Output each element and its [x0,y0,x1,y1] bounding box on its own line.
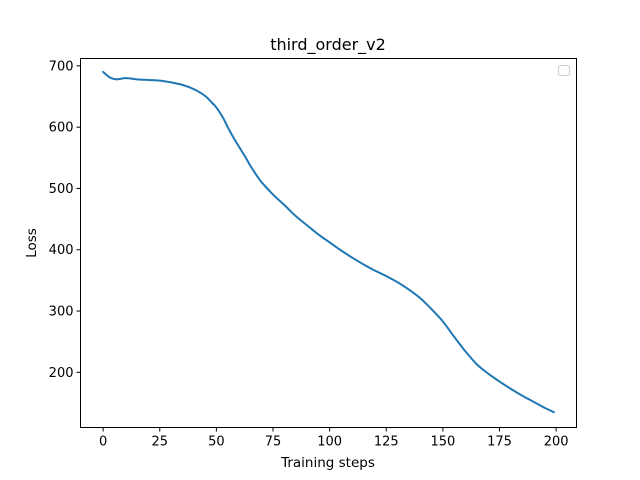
x-tick-label: 150 [430,435,455,450]
x-tick-label: 25 [151,435,168,450]
y-tick-label: 500 [49,182,74,197]
x-tick-label: 50 [208,435,225,450]
x-tick-label: 100 [317,435,342,450]
y-tick-label: 400 [49,243,74,258]
y-tick-label: 600 [49,121,74,136]
ticks-layer: 0 25 50 75 100 125 150 175 200 200 300 400 500 600 700 [49,59,569,449]
x-tick-label: 175 [487,435,512,450]
plot-frame [80,58,577,428]
series-line [102,70,555,414]
x-tick-label: 0 [99,435,107,450]
chart-title: third_order_v2 [270,35,386,55]
y-tick-label: 700 [49,59,74,74]
legend-box [558,65,570,76]
y-axis-label: Loss [24,228,40,258]
y-tick-label: 200 [49,366,74,381]
x-tick-label: 200 [544,435,569,450]
y-tick-label: 300 [49,305,74,320]
x-tick-label: 75 [265,435,282,450]
x-axis-label: Training steps [280,455,375,471]
x-tick-label: 125 [374,435,399,450]
